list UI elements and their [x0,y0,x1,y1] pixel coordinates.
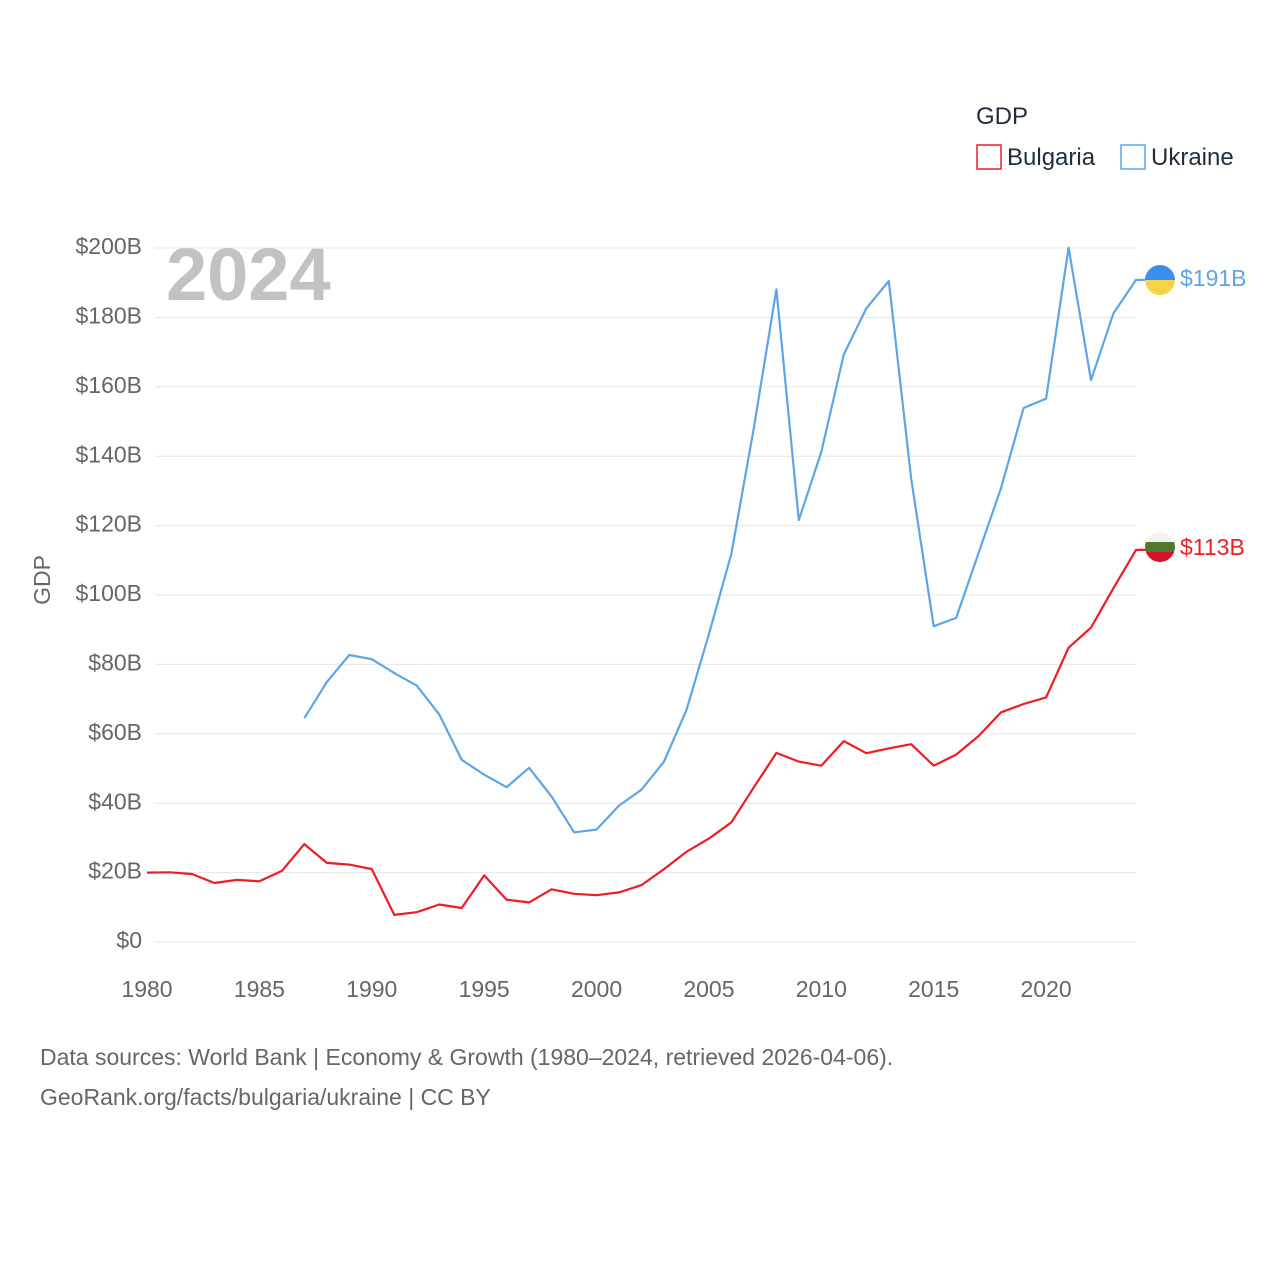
y-tick-label: $20B [88,858,142,884]
x-tick-label: 1985 [234,976,285,1002]
legend-swatch-ukraine [1120,144,1146,170]
y-axis-ticks: $0 $20B $40B $60B $80B $100B $120B $140B $160B $1… [75,233,142,953]
legend-label-bulgaria: Bulgaria [1007,144,1096,171]
y-tick-label: $120B [75,511,142,537]
footer-attribution: GeoRank.org/facts/bulgaria/ukraine | CC … [40,1084,491,1110]
x-tick-label: 2020 [1021,976,1072,1002]
legend-title: GDP [976,103,1028,130]
y-tick-label: $160B [75,372,142,398]
legend: GDP Bulgaria Ukraine [976,103,1234,171]
y-tick-label: $60B [88,719,142,745]
series-lines [146,246,1148,917]
series-line-ukraine [303,246,1148,834]
x-tick-label: 1990 [346,976,397,1002]
series-line-bulgaria [146,548,1148,917]
y-tick-label: $0 [116,927,142,953]
y-tick-label: $200B [75,233,142,259]
y-tick-label: $100B [75,580,142,606]
y-tick-label: $140B [75,441,142,467]
y-tick-label: $180B [75,302,142,328]
ukraine-flag-icon [1145,265,1175,295]
grid-lines [155,247,1136,943]
gdp-chart: $0 $20B $40B $60B $80B $100B $120B $140B $160B $1… [29,103,1247,1002]
y-axis-title: GDP [29,555,55,605]
x-tick-label: 2005 [683,976,734,1002]
x-axis-ticks: 1980 1985 1990 1995 2000 2005 2010 2015 2020 [121,976,1071,1002]
bulgaria-flag-icon [1145,532,1175,562]
x-tick-label: 2015 [908,976,959,1002]
x-tick-label: 2000 [571,976,622,1002]
x-tick-label: 1995 [459,976,510,1002]
x-tick-label: 2010 [796,976,847,1002]
legend-label-ukraine: Ukraine [1151,144,1234,171]
bulgaria-end-label: $113B [1180,534,1245,560]
y-tick-label: $80B [88,649,142,675]
x-tick-label: 1980 [121,976,172,1002]
y-tick-label: $40B [88,788,142,814]
footer-sources: Data sources: World Bank | Economy & Gro… [40,1044,894,1070]
ukraine-end-label: $191B [1180,265,1247,291]
legend-swatch-bulgaria [976,144,1002,170]
year-watermark: 2024 [166,233,331,316]
